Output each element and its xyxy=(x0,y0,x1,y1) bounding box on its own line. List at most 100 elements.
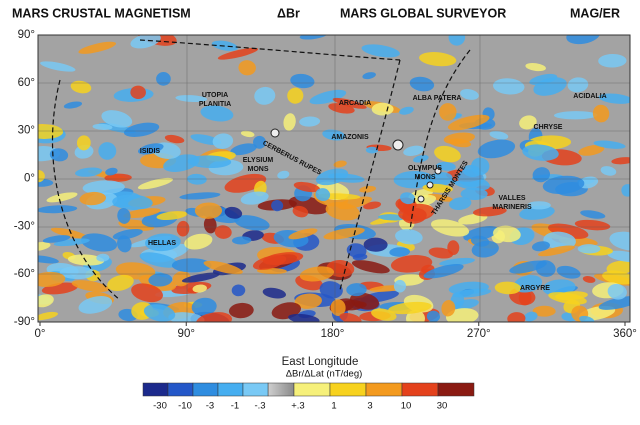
region-label: AMAZONIS xyxy=(331,134,369,141)
x-axis-label: East Longitude xyxy=(282,356,359,368)
colorbar-neutral xyxy=(267,382,295,397)
anomaly xyxy=(567,77,589,93)
anomaly xyxy=(231,284,246,297)
anomaly xyxy=(598,93,630,104)
anomaly xyxy=(439,103,457,121)
anomaly xyxy=(359,185,377,193)
anomaly xyxy=(361,44,400,58)
anomaly xyxy=(607,283,627,300)
anomaly xyxy=(98,142,117,160)
region-label: ELYSIUM xyxy=(243,157,274,164)
anomaly xyxy=(542,175,585,195)
anomaly xyxy=(38,255,59,264)
anomaly xyxy=(532,167,551,183)
anomaly xyxy=(71,280,110,293)
anomaly xyxy=(362,72,376,80)
colorbar-swatch xyxy=(142,382,169,397)
region-label: MARINERIS xyxy=(492,204,532,211)
y-tick-label: -30° xyxy=(14,220,35,232)
anomaly xyxy=(187,155,232,169)
anomaly xyxy=(463,225,499,242)
anomaly xyxy=(309,89,347,105)
y-tick-label: 30° xyxy=(18,125,35,137)
colorbar-label: +.3 xyxy=(291,401,304,412)
anomaly xyxy=(472,206,507,217)
anomaly xyxy=(527,201,551,210)
anomaly xyxy=(203,216,217,234)
anomaly xyxy=(434,145,461,163)
region-label: MONS xyxy=(248,166,269,173)
anomaly xyxy=(112,194,153,210)
anomaly xyxy=(315,188,331,202)
x-tick-label: 180° xyxy=(321,328,345,340)
anomaly xyxy=(405,309,425,322)
anomaly xyxy=(46,192,78,203)
anomaly xyxy=(580,210,606,219)
anomaly xyxy=(462,165,482,178)
anomaly xyxy=(277,170,290,180)
colorbar-label: 3 xyxy=(367,401,372,412)
colorbar-label: -3 xyxy=(206,401,214,412)
x-tick-label: 270° xyxy=(467,328,491,340)
colorbar-label: -.3 xyxy=(254,401,265,412)
anomaly xyxy=(323,227,365,240)
anomaly xyxy=(448,35,466,46)
region-label: ACIDALIA xyxy=(573,93,606,100)
anomaly xyxy=(38,311,58,321)
anomaly xyxy=(38,205,78,214)
anomaly xyxy=(131,283,163,303)
region-label: HELLAS xyxy=(148,240,176,247)
anomaly xyxy=(288,228,318,240)
anomaly xyxy=(593,140,626,149)
anomaly xyxy=(212,133,234,149)
colorbar-swatch xyxy=(293,382,331,397)
anomaly xyxy=(600,166,617,176)
header: MARS CRUSTAL MAGNETISM ΔBr MARS GLOBAL S… xyxy=(12,6,620,20)
anomaly xyxy=(439,257,475,266)
region-label: PLANITIA xyxy=(199,101,231,108)
anomaly xyxy=(332,97,367,109)
anomaly xyxy=(287,87,304,104)
anomaly xyxy=(428,247,454,259)
anomaly xyxy=(156,211,188,220)
anomaly xyxy=(130,35,161,49)
anomaly xyxy=(164,134,185,144)
anomaly xyxy=(399,106,414,115)
anomaly xyxy=(409,76,435,92)
anomaly xyxy=(371,308,397,321)
anomaly xyxy=(452,288,492,298)
anomaly xyxy=(607,250,630,263)
anomaly xyxy=(471,240,499,258)
anomaly xyxy=(519,115,537,130)
anomaly xyxy=(211,40,238,51)
anomaly xyxy=(195,312,233,322)
anomaly xyxy=(238,60,256,76)
anomaly xyxy=(598,53,627,68)
colorbar-swatch xyxy=(217,382,244,397)
region-label: VALLES xyxy=(498,195,525,202)
colorbar: ΔBr/ΔLat (nT/deg) -30 -10 -3 -1 -.3 +.3 1 3 10 30 xyxy=(142,369,475,412)
axes: East Longitude 90°60°30°0°-30°-60°-90°0°… xyxy=(14,29,637,368)
anomaly xyxy=(363,237,388,252)
graticule xyxy=(38,35,630,322)
anomaly xyxy=(574,219,611,231)
anomaly xyxy=(365,146,379,154)
anomaly xyxy=(413,154,429,163)
anomaly xyxy=(489,130,509,140)
anomaly xyxy=(537,245,576,257)
colorbar-label: -30 xyxy=(153,401,167,412)
colorbar-swatch xyxy=(401,382,439,397)
anomaly xyxy=(203,260,243,275)
anomaly xyxy=(130,85,146,100)
y-tick-label: -90° xyxy=(14,316,35,328)
anomaly xyxy=(101,110,133,128)
anomaly xyxy=(292,205,309,218)
anomaly xyxy=(59,266,95,280)
anomaly xyxy=(40,61,76,72)
anomaly xyxy=(63,101,83,109)
colorbar-swatch xyxy=(329,382,367,397)
anomaly xyxy=(441,299,456,317)
anomaly xyxy=(522,144,559,161)
anomaly xyxy=(322,129,346,141)
